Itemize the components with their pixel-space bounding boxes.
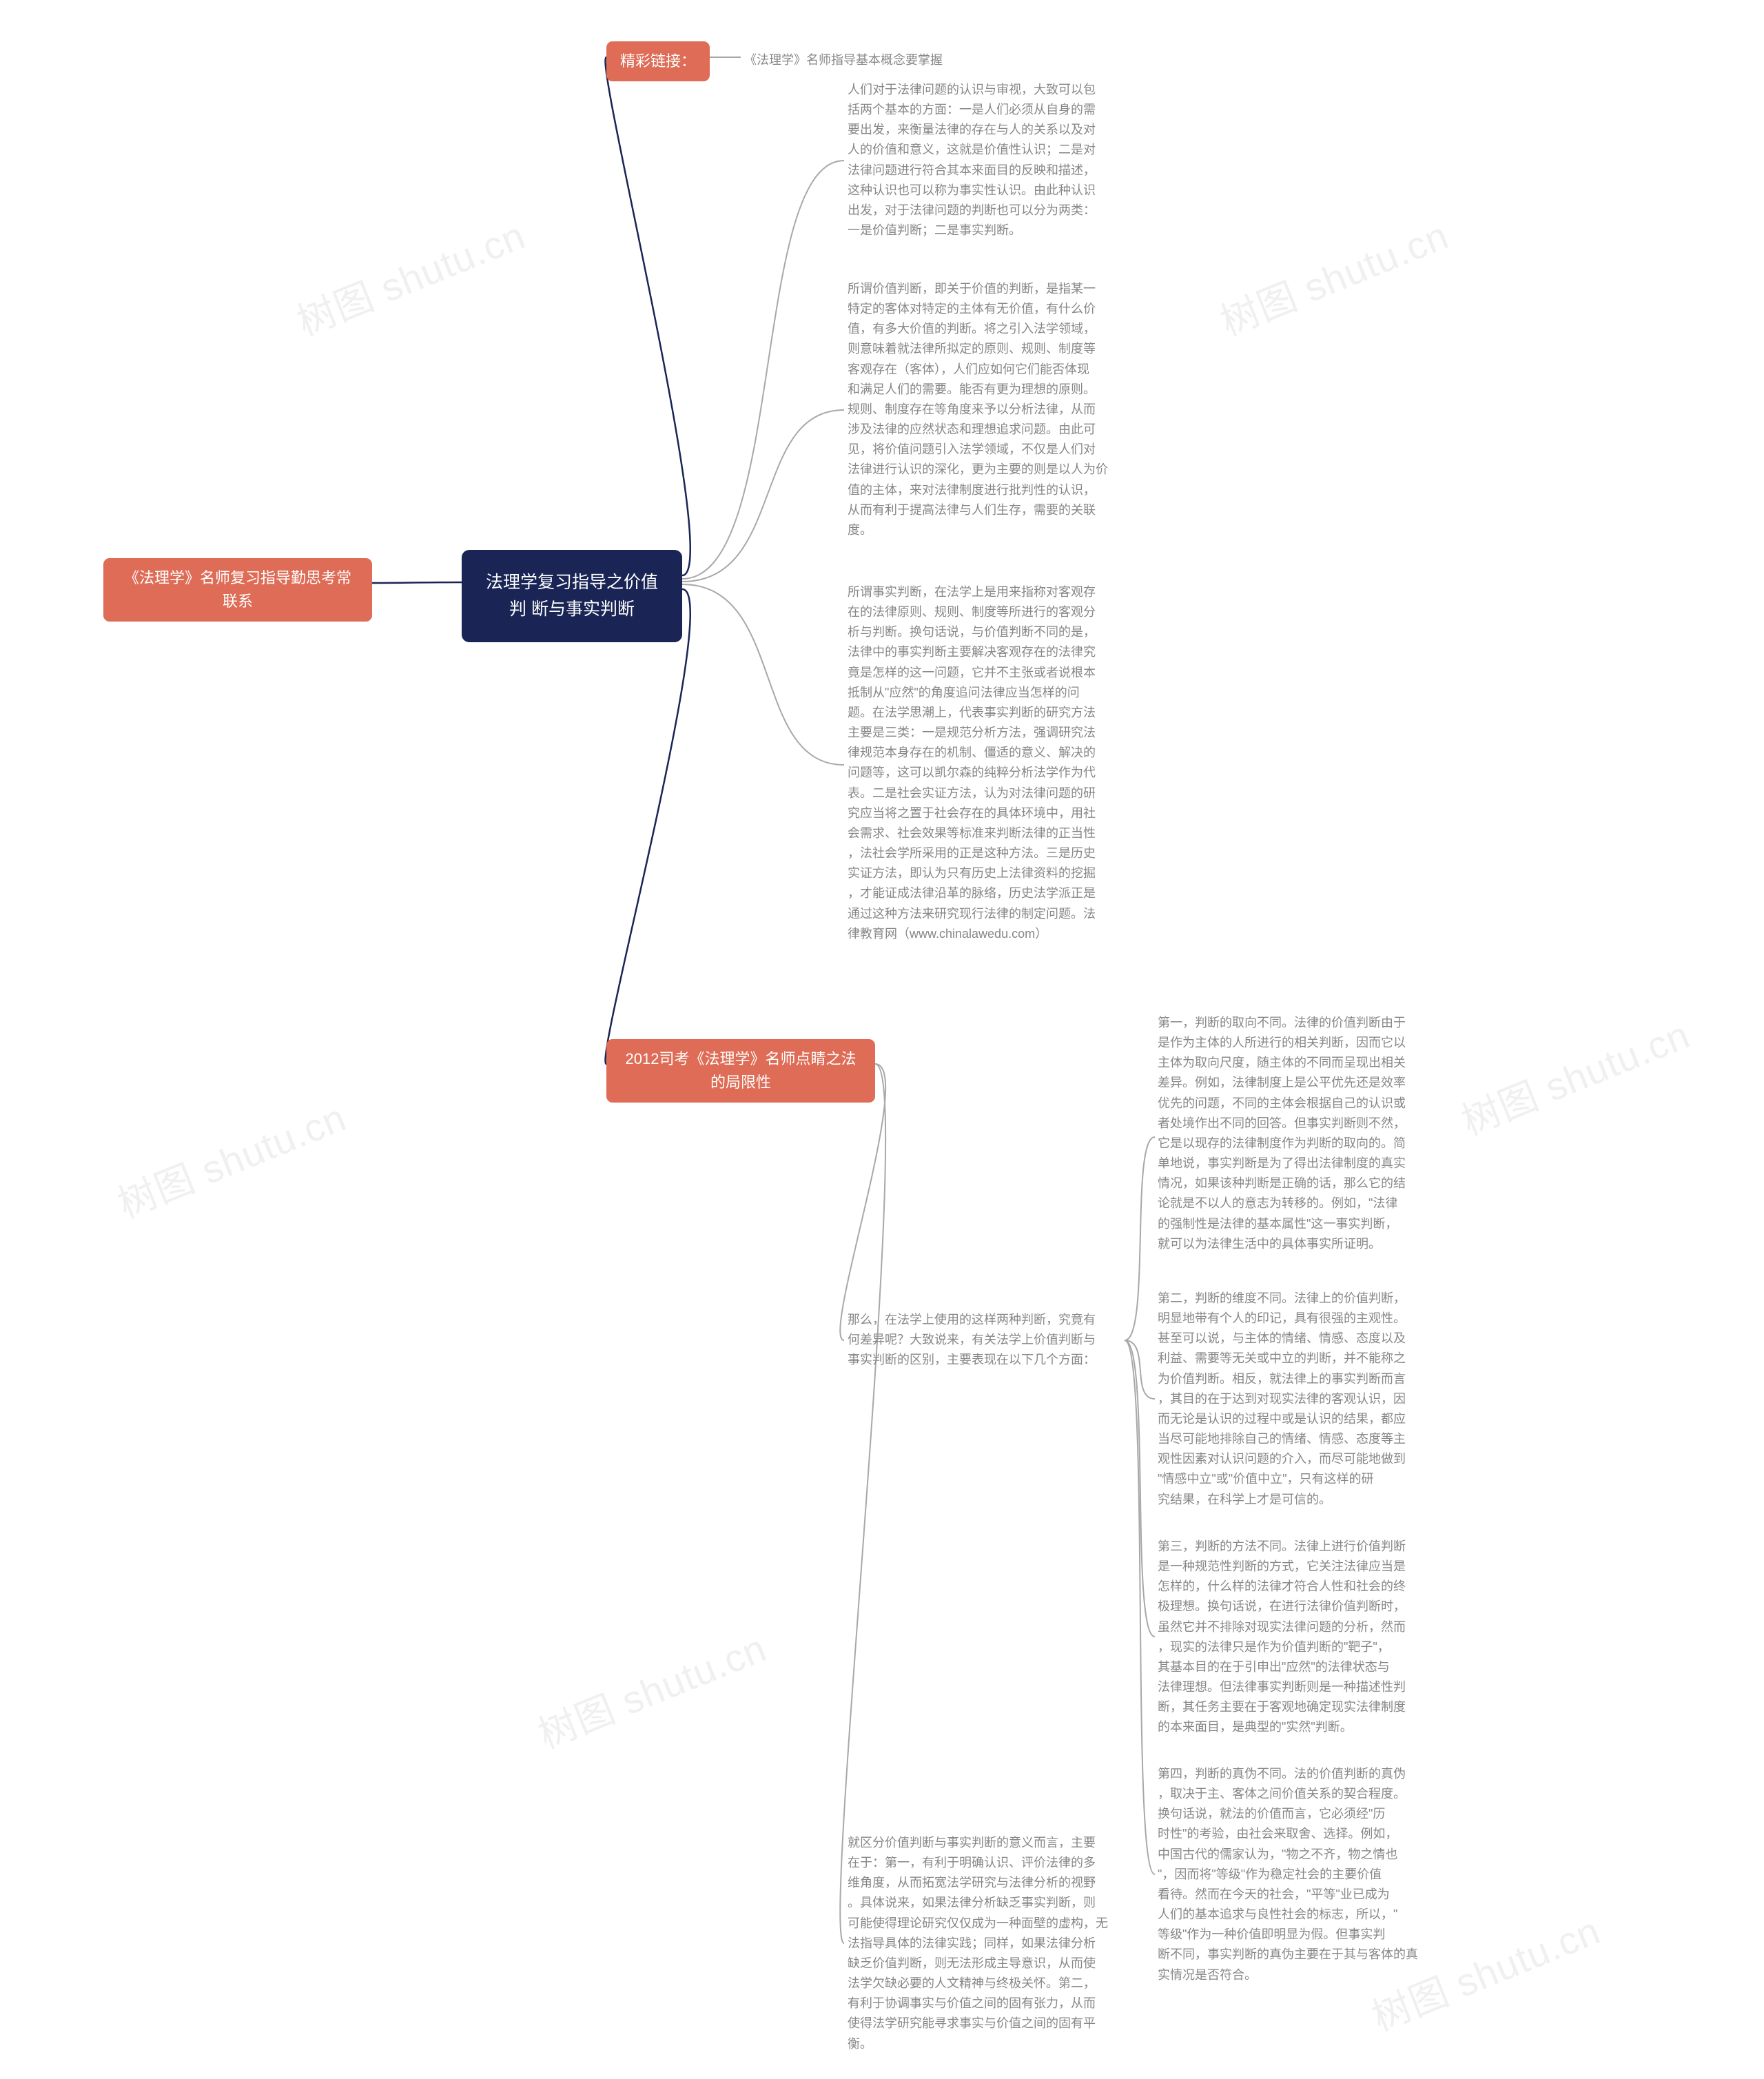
watermark: 树图 shutu.cn [1211, 205, 1456, 347]
watermark: 树图 shutu.cn [529, 1617, 774, 1759]
left-branch-label: 《法理学》名师复习指导勤思考常 联系 [116, 566, 360, 613]
watermark: 树图 shutu.cn [109, 1087, 353, 1229]
top-link-branch-label: 精彩链接： [620, 50, 696, 73]
d1: 第一，判断的取向不同。法律的价值判断由于 是作为主体的人所进行的相关判断，因而它… [1158, 1013, 1433, 1254]
para3: 所谓事实判断，在法学上是用来指称对客观存 在的法律原则、规则、制度等所进行的客观… [848, 582, 1123, 944]
root-node[interactable]: 法理学复习指导之价值判 断与事实判断 [462, 550, 682, 642]
top-link-branch-node[interactable]: 精彩链接： [606, 41, 710, 81]
conclusion: 就区分价值判断与事实判断的意义而言，主要 在于：第一，有利于明确认识、评价法律的… [848, 1833, 1123, 2054]
para1: 人们对于法律问题的认识与审视，大致可以包 括两个基本的方面：一是人们必须从自身的… [848, 80, 1123, 240]
left-branch-node[interactable]: 《法理学》名师复习指导勤思考常 联系 [103, 558, 372, 622]
root-label: 法理学复习指导之价值判 断与事实判断 [482, 569, 662, 623]
d3: 第三，判断的方法不同。法律上进行价值判断 是一种规范性判断的方式，它关注法律应当… [1158, 1537, 1433, 1738]
bottom-branch-node[interactable]: 2012司考《法理学》名师点睛之法 的局限性 [606, 1039, 875, 1103]
para2: 所谓价值判断，即关于价值的判断，是指某一 特定的客体对特定的主体有无价值，有什么… [848, 279, 1123, 540]
watermark: 树图 shutu.cn [288, 205, 533, 347]
bottom-branch-label: 2012司考《法理学》名师点睛之法 的局限性 [619, 1047, 863, 1094]
watermark: 树图 shutu.cn [1453, 1004, 1697, 1146]
top-link-line[interactable]: 《法理学》名师指导基本概念要掌握 [744, 50, 943, 70]
diff-head: 那么，在法学上使用的这样两种判断，究竟有 何差异呢？大致说来，有关法学上价值判断… [848, 1310, 1123, 1370]
d2: 第二，判断的维度不同。法律上的价值判断， 明显地带有个人的印记，具有很强的主观性… [1158, 1289, 1433, 1510]
d4: 第四，判断的真伪不同。法的价值判断的真伪 ，取决于主、客体之间价值关系的契合程度… [1158, 1764, 1433, 1985]
